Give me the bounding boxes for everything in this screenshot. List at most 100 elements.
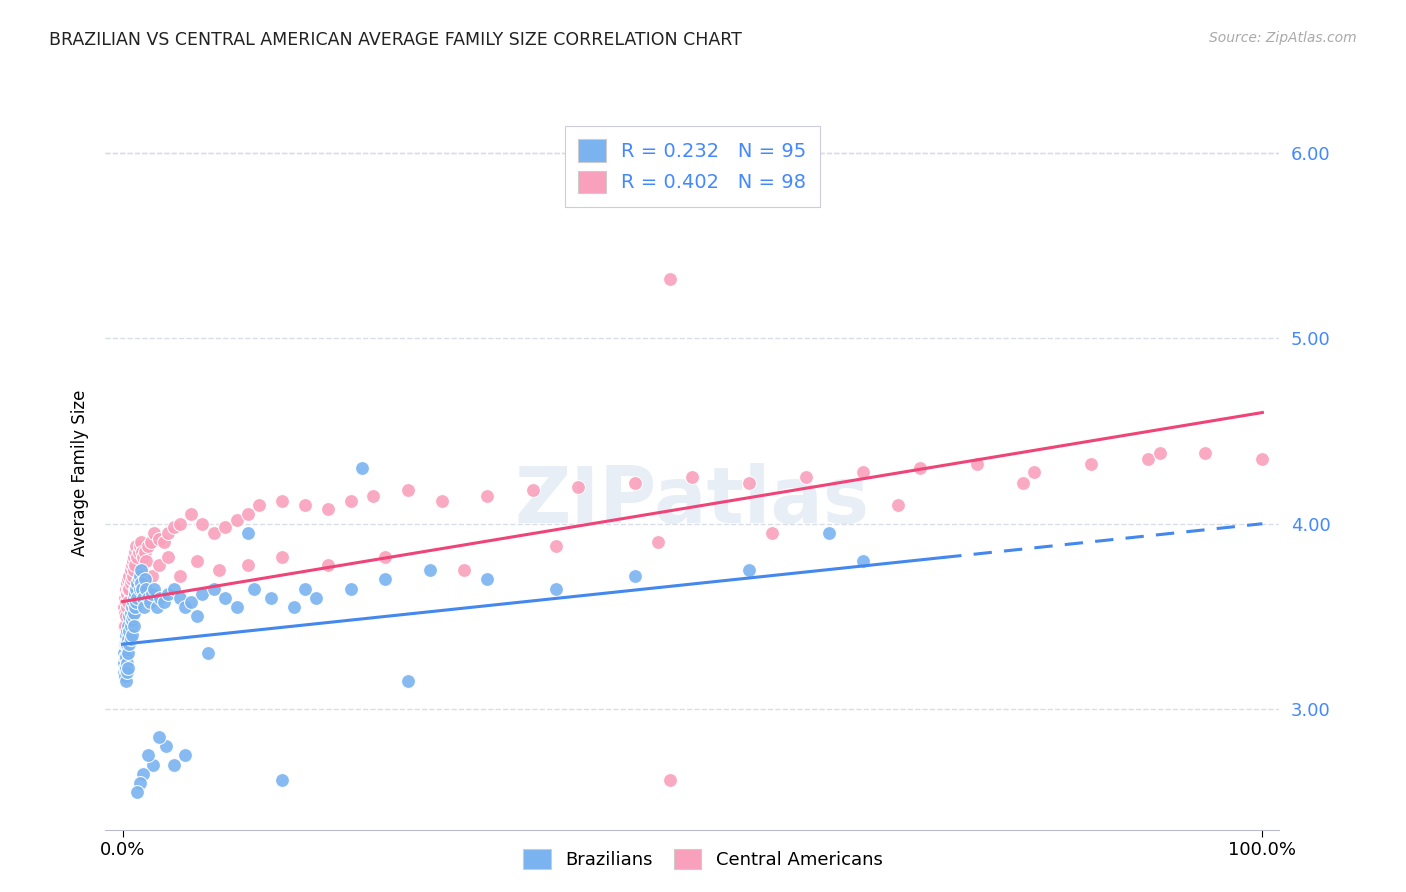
Point <box>131 563 153 577</box>
Point <box>142 757 165 772</box>
Point <box>136 591 159 605</box>
Point <box>117 661 139 675</box>
Point <box>136 539 159 553</box>
Point <box>208 563 231 577</box>
Point <box>131 582 153 596</box>
Point <box>121 628 143 642</box>
Point <box>624 568 647 582</box>
Point <box>139 535 162 549</box>
Point <box>148 558 170 572</box>
Point <box>125 594 148 608</box>
Point <box>169 591 191 605</box>
Point <box>419 563 441 577</box>
Point <box>124 558 146 572</box>
Point <box>886 498 908 512</box>
Point <box>112 600 135 615</box>
Point <box>134 544 156 558</box>
Point <box>305 591 328 605</box>
Point <box>117 618 139 632</box>
Point <box>120 618 142 632</box>
Point <box>910 461 932 475</box>
Point <box>132 767 155 781</box>
Point <box>163 520 186 534</box>
Point <box>214 591 236 605</box>
Point <box>567 480 589 494</box>
Point <box>242 582 264 596</box>
Point <box>114 618 136 632</box>
Point <box>202 526 225 541</box>
Point <box>169 568 191 582</box>
Point <box>120 609 142 624</box>
Point <box>236 558 259 572</box>
Point <box>117 632 139 646</box>
Point <box>145 600 167 615</box>
Point <box>658 272 681 286</box>
Point <box>117 572 139 586</box>
Point <box>128 572 150 586</box>
Point <box>127 785 149 799</box>
Point <box>1251 451 1274 466</box>
Point <box>294 498 316 512</box>
Point <box>430 494 453 508</box>
Point <box>128 539 150 553</box>
Point <box>115 650 138 665</box>
Point <box>225 513 247 527</box>
Point <box>453 563 475 577</box>
Point <box>260 591 283 605</box>
Point <box>1012 475 1035 490</box>
Point <box>129 576 152 591</box>
Point <box>120 563 142 577</box>
Point <box>236 508 259 522</box>
Point <box>128 572 150 586</box>
Point <box>124 600 146 615</box>
Legend: R = 0.232   N = 95, R = 0.402   N = 98: R = 0.232 N = 95, R = 0.402 N = 98 <box>565 126 820 207</box>
Point <box>121 572 143 586</box>
Point <box>127 550 149 565</box>
Point <box>121 558 143 572</box>
Point <box>117 624 139 639</box>
Point <box>120 632 142 646</box>
Point <box>148 730 170 744</box>
Point <box>114 661 136 675</box>
Point <box>169 516 191 531</box>
Point <box>128 544 150 558</box>
Point <box>114 591 136 605</box>
Point <box>163 582 186 596</box>
Point <box>135 582 157 596</box>
Point <box>544 539 567 553</box>
Point <box>121 609 143 624</box>
Point <box>174 600 197 615</box>
Point <box>761 526 783 541</box>
Point <box>477 489 499 503</box>
Point <box>125 539 148 553</box>
Point <box>122 563 145 577</box>
Point <box>225 600 247 615</box>
Text: BRAZILIAN VS CENTRAL AMERICAN AVERAGE FAMILY SIZE CORRELATION CHART: BRAZILIAN VS CENTRAL AMERICAN AVERAGE FA… <box>49 31 742 49</box>
Point <box>966 458 988 472</box>
Point <box>117 582 139 596</box>
Point <box>135 554 157 568</box>
Point <box>125 582 148 596</box>
Point <box>152 594 174 608</box>
Point <box>134 572 156 586</box>
Point <box>186 554 208 568</box>
Point <box>115 637 138 651</box>
Point <box>1194 446 1216 460</box>
Point <box>124 544 146 558</box>
Point <box>818 526 841 541</box>
Point <box>522 483 544 498</box>
Point <box>134 600 156 615</box>
Point <box>122 550 145 565</box>
Point <box>120 606 142 620</box>
Point <box>121 594 143 608</box>
Point <box>121 600 143 615</box>
Point <box>128 582 150 596</box>
Point <box>124 587 146 601</box>
Point <box>186 609 208 624</box>
Point <box>114 637 136 651</box>
Point <box>374 550 396 565</box>
Point <box>112 656 135 670</box>
Point <box>129 535 152 549</box>
Point <box>271 550 294 565</box>
Point <box>197 647 219 661</box>
